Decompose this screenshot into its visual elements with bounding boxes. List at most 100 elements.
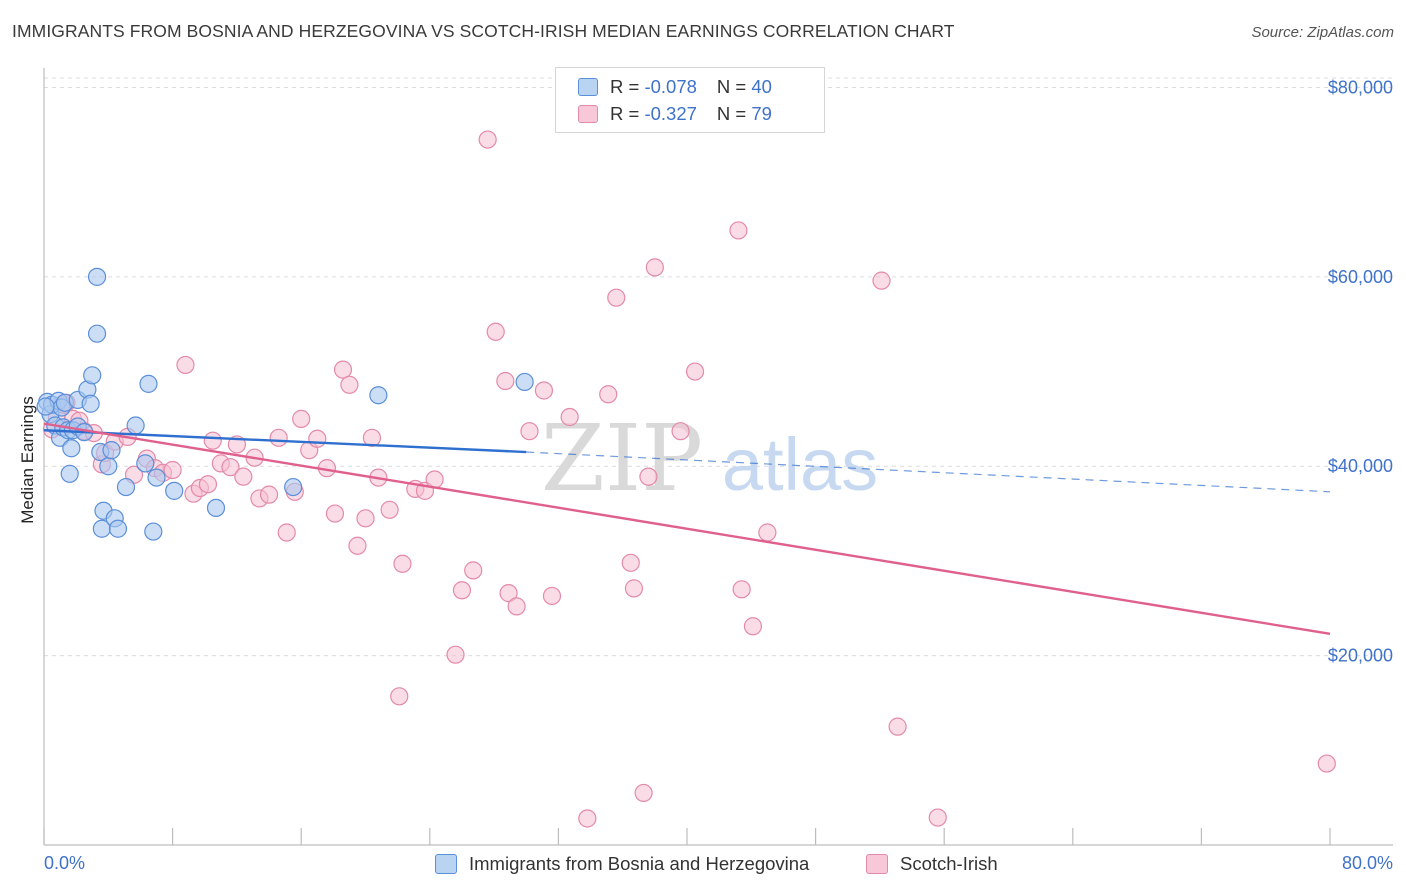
pink-data-point (486, 322, 505, 341)
blue-data-point (126, 416, 145, 435)
legend-n-value-blue: 40 (751, 76, 772, 97)
pink-data-point (340, 375, 359, 394)
blue-data-point (102, 441, 121, 460)
pink-data-point (452, 581, 472, 600)
legend-r-label-pink: R = (610, 103, 645, 124)
pink-data-point (292, 409, 311, 428)
legend-row-blue: R = -0.078 N = 40 (578, 74, 772, 100)
blue-series-points (36, 267, 534, 541)
pink-data-point (732, 580, 751, 599)
blue-data-point (81, 394, 100, 413)
blue-data-point (87, 267, 107, 286)
pink-data-point (277, 523, 296, 542)
pink-data-point (203, 431, 222, 450)
pink-data-point (333, 360, 353, 379)
pink-data-point (639, 467, 658, 486)
pink-data-point (507, 597, 526, 616)
pink-data-point (221, 458, 240, 477)
blue-data-point (83, 366, 102, 385)
legend-r-value-blue: -0.078 (644, 76, 697, 97)
pink-data-point (446, 645, 465, 664)
pink-data-point (198, 475, 218, 494)
pink-data-point (163, 460, 182, 480)
series-legend: Immigrants from Bosnia and Herzegovina S… (0, 851, 1406, 879)
blue-data-point (136, 454, 155, 473)
pink-data-point (624, 579, 644, 598)
series-legend-pink-label: Scotch-Irish (900, 853, 998, 874)
blue-data-point (515, 372, 534, 392)
y-tick-labels: $20,000 $40,000 $60,000 $80,000 (1328, 77, 1393, 665)
blue-data-point (36, 397, 55, 416)
pink-data-point (607, 288, 626, 307)
pink-data-point (1317, 754, 1336, 773)
pink-data-point (928, 808, 947, 827)
pink-data-point (499, 584, 518, 603)
pink-data-point (348, 536, 367, 555)
correlation-legend: R = -0.078 N = 40 R = -0.327 N = 79 (555, 67, 825, 133)
blue-data-point (108, 519, 128, 538)
blue-data-point (165, 481, 184, 500)
pink-data-point (671, 422, 690, 441)
pink-data-point (634, 783, 653, 803)
x-tick-label-start: 0.0% (44, 853, 85, 873)
series-legend-blue-label: Immigrants from Bosnia and Herzegovina (469, 853, 810, 874)
pink-data-point (645, 258, 664, 277)
y-tick-label: $20,000 (1328, 646, 1393, 666)
source-credit: Source: ZipAtlas.com (1251, 24, 1394, 41)
pink-data-point (743, 617, 763, 636)
pink-data-point (621, 553, 640, 572)
blue-data-point (147, 468, 166, 487)
blue-data-point (87, 324, 107, 343)
pink-data-point (534, 381, 554, 400)
pink-data-point (520, 422, 539, 441)
pink-trend-line (43, 422, 1331, 636)
blue-data-point (60, 464, 79, 483)
trend-lines (43, 422, 1331, 636)
legend-row-pink: R = -0.327 N = 79 (578, 101, 772, 127)
legend-r-value-pink: -0.327 (644, 103, 697, 124)
y-tick-label: $80,000 (1328, 77, 1393, 97)
pink-data-point (872, 271, 891, 290)
blue-swatch (578, 78, 598, 96)
pink-data-point (176, 355, 195, 375)
pink-data-point (464, 561, 483, 580)
pink-data-point (729, 221, 748, 240)
legend-r-label-blue: R = (610, 76, 645, 97)
pink-data-point (308, 429, 327, 448)
pink-data-point (888, 717, 907, 736)
pink-data-point (269, 428, 288, 447)
pink-data-point (390, 687, 409, 706)
pink-data-point (758, 523, 777, 542)
pink-data-point (599, 385, 618, 404)
pink-data-point (259, 485, 279, 504)
blue-data-point (369, 386, 388, 405)
watermark: ZIP atlas (541, 405, 878, 512)
y-axis-label: Median Earnings (18, 396, 37, 524)
blue-data-point (99, 457, 118, 476)
blue-data-point (206, 498, 226, 517)
blue-data-point (116, 477, 136, 497)
blue-data-point (144, 522, 163, 541)
y-tick-label: $40,000 (1328, 456, 1393, 476)
blue-data-point (139, 374, 158, 393)
gridlines (44, 77, 1393, 657)
watermark-atlas: atlas (722, 423, 878, 506)
chart-title: IMMIGRANTS FROM BOSNIA AND HERZEGOVINA V… (12, 21, 955, 41)
blue-data-point (284, 477, 303, 497)
pink-data-point (560, 407, 579, 427)
series-legend-blue: Immigrants from Bosnia and Herzegovina (435, 853, 809, 875)
x-tick-label-end: 80.0% (1342, 853, 1393, 873)
pink-legend-swatch (866, 854, 888, 874)
pink-data-point (685, 362, 705, 381)
legend-n-value-pink: 79 (751, 103, 772, 124)
pink-data-point (325, 504, 345, 523)
pink-data-point (234, 467, 253, 486)
pink-data-point (496, 371, 515, 391)
y-tick-label: $60,000 (1328, 267, 1393, 287)
pink-data-point (393, 554, 412, 573)
legend-n-label-blue: N = (716, 76, 752, 97)
blue-legend-swatch (435, 854, 457, 874)
pink-swatch (578, 105, 598, 123)
axes (43, 68, 1393, 846)
